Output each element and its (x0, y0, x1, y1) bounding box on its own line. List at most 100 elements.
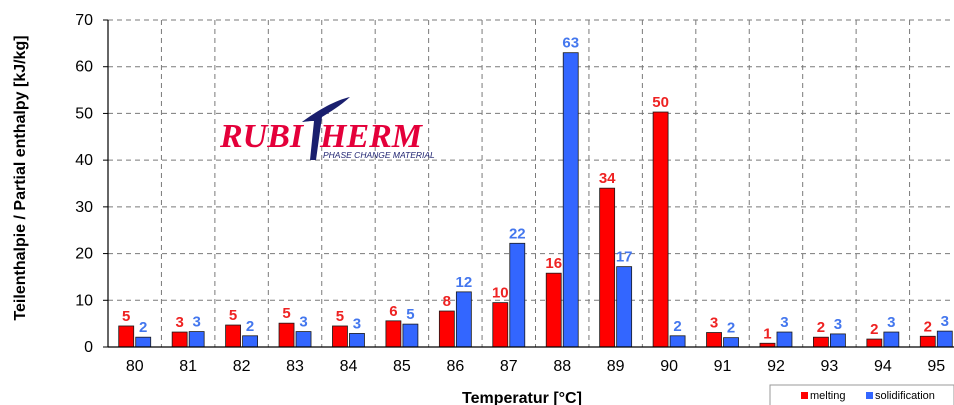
data-label-solidification: 2 (246, 318, 254, 335)
logo-brand-right: HERM (319, 118, 424, 155)
x-tick-label: 89 (607, 358, 625, 375)
data-label-solidification: 3 (834, 316, 842, 333)
legend-box (769, 384, 954, 405)
data-label-solidification: 3 (299, 314, 307, 331)
grid-lines (108, 19, 954, 347)
x-tick-label: 88 (553, 358, 571, 375)
x-tick-label: 80 (126, 358, 144, 375)
x-tick-label: 93 (821, 358, 839, 375)
data-label-solidification: 2 (727, 320, 735, 337)
data-label-solidification: 2 (673, 318, 681, 335)
bar-solidification-93 (830, 333, 846, 348)
data-label-melting: 5 (282, 305, 290, 322)
x-tick-label: 90 (660, 358, 678, 375)
data-label-solidification: 22 (509, 225, 526, 242)
y-tick-label: 70 (75, 12, 93, 29)
bar-melting-84 (332, 325, 348, 348)
bar-melting-86 (438, 310, 455, 348)
x-tick-label: 82 (233, 358, 251, 375)
logo-t-swoosh (302, 97, 350, 160)
data-label-solidification: 3 (192, 314, 200, 331)
y-axis-title: Teilenthalpie / Partial enthalpy [kJ/kg] (12, 35, 29, 320)
data-label-melting: 1 (763, 325, 771, 342)
bar-melting-90 (652, 111, 669, 348)
data-label-solidification: 3 (887, 314, 895, 331)
data-label-solidification: 3 (353, 315, 361, 332)
bar-melting-91 (706, 332, 722, 348)
bar-solidification-95 (936, 330, 953, 348)
bar-melting-80 (118, 325, 135, 348)
x-tick-label: 87 (500, 358, 518, 375)
y-tick-label: 30 (75, 199, 93, 216)
bar-solidification-91 (723, 337, 739, 348)
x-tick-label: 85 (393, 358, 411, 375)
data-label-melting: 5 (229, 307, 237, 324)
rubitherm-logo: RUBI HERM PHASE CHANGE MATERIAL (219, 97, 435, 160)
data-label-melting: 3 (710, 315, 718, 332)
bar-melting-83 (278, 322, 295, 348)
bar-melting-82 (225, 324, 241, 348)
data-label-melting: 2 (817, 319, 825, 336)
data-label-melting: 10 (492, 285, 509, 302)
bar-solidification-82 (242, 335, 258, 348)
bar-solidification-89 (616, 266, 633, 348)
data-label-melting: 2 (924, 318, 932, 335)
bar-marks (118, 52, 953, 348)
bar-solidification-94 (883, 331, 900, 348)
x-tick-label: 84 (340, 358, 358, 375)
data-label-melting: 50 (652, 94, 669, 111)
legend-swatch-solidification (866, 392, 873, 399)
x-tick-label: 95 (927, 358, 945, 375)
bar-melting-89 (599, 187, 616, 348)
legend-label-solidification: solidification (875, 390, 935, 402)
axes (103, 19, 954, 348)
bar-solidification-90 (669, 335, 686, 348)
bar-solidification-81 (188, 331, 205, 348)
bar-solidification-87 (509, 242, 526, 348)
legend: melting solidification (769, 384, 954, 405)
y-tick-label: 40 (75, 152, 93, 169)
bar-solidification-86 (455, 291, 472, 348)
x-tick-label: 91 (714, 358, 732, 375)
bar-solidification-84 (349, 333, 365, 348)
x-tick-label: 81 (179, 358, 197, 375)
x-tick-label: 92 (767, 358, 785, 375)
data-label-solidification: 12 (456, 274, 473, 291)
bar-melting-87 (492, 302, 509, 348)
bar-solidification-92 (776, 331, 793, 348)
data-label-melting: 16 (545, 255, 562, 272)
bar-melting-85 (385, 320, 402, 348)
bar-solidification-85 (402, 323, 419, 348)
data-label-solidification: 63 (562, 35, 579, 52)
bar-solidification-88 (562, 52, 579, 348)
data-label-melting: 34 (599, 170, 616, 187)
data-label-melting: 3 (175, 314, 183, 331)
data-label-solidification: 3 (941, 313, 949, 330)
x-axis-title: Temperatur [°C] (462, 390, 582, 405)
bar-solidification-83 (295, 331, 312, 348)
data-label-solidification: 5 (406, 306, 414, 323)
y-tick-label: 20 (75, 246, 93, 263)
bar-melting-93 (813, 336, 829, 348)
data-label-solidification: 17 (616, 249, 633, 266)
data-label-solidification: 3 (780, 314, 788, 331)
legend-label-melting: melting (810, 390, 845, 402)
data-label-melting: 2 (870, 321, 878, 338)
data-label-melting: 6 (389, 303, 397, 320)
y-tick-label: 0 (84, 339, 93, 356)
bar-melting-88 (545, 272, 562, 348)
bar-solidification-80 (135, 336, 152, 348)
logo-brand-left: RUBI (219, 118, 305, 155)
x-tick-label: 94 (874, 358, 892, 375)
y-tick-label: 60 (75, 59, 93, 76)
logo-tagline: PHASE CHANGE MATERIAL (323, 150, 435, 160)
data-label-melting: 5 (122, 308, 130, 325)
y-tick-label: 10 (75, 292, 93, 309)
bar-melting-94 (866, 338, 883, 348)
data-label-melting: 8 (443, 293, 451, 310)
x-tick-label: 86 (446, 358, 464, 375)
x-tick-label: 83 (286, 358, 304, 375)
